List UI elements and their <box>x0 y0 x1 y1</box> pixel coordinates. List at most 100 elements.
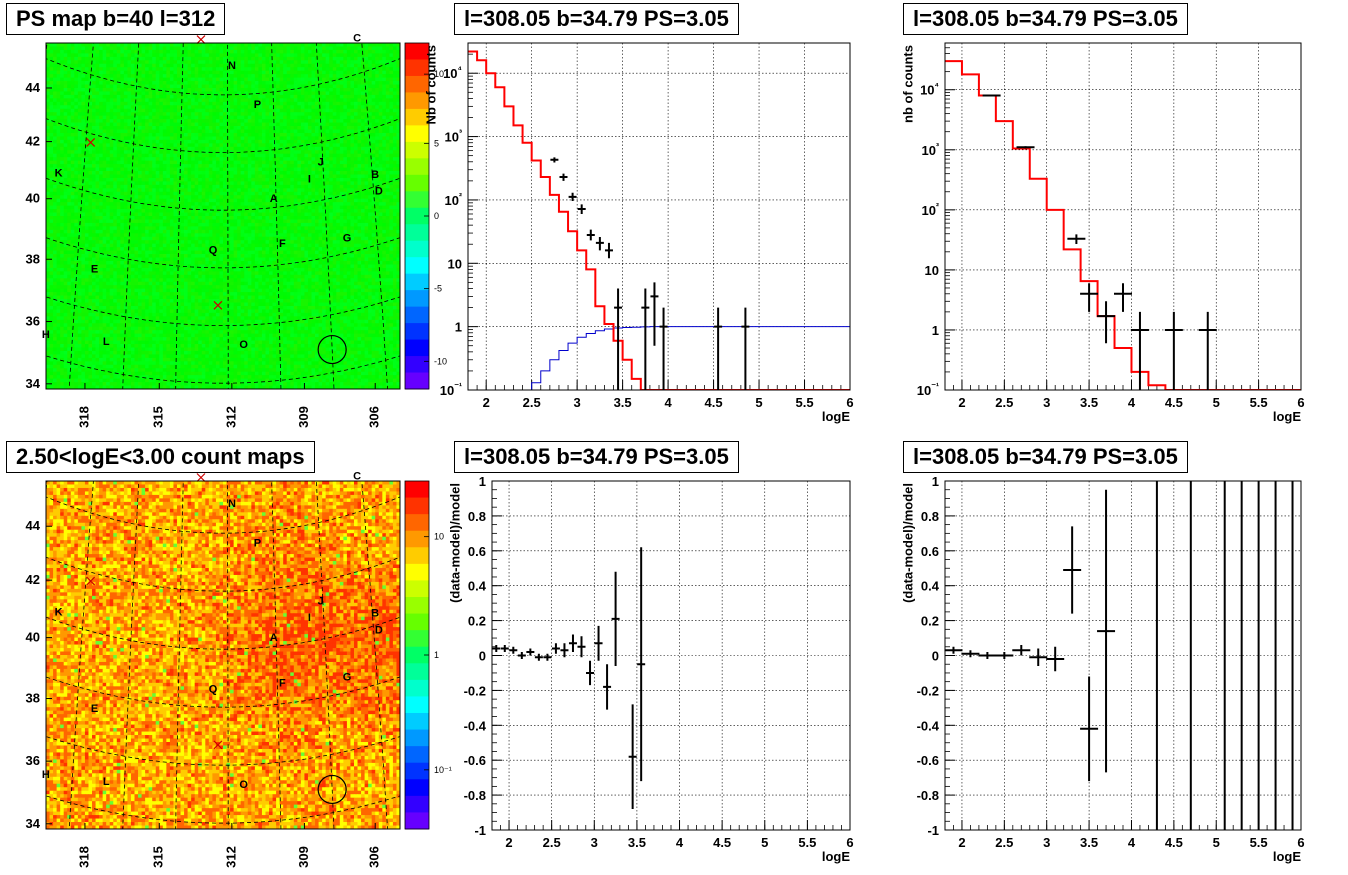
source-label-B: B <box>371 608 379 620</box>
data-point <box>614 288 623 390</box>
data-point <box>1198 311 1217 390</box>
data-point <box>568 192 577 202</box>
colorbar-segment <box>405 530 429 548</box>
residual-point <box>517 652 526 659</box>
source-label-Q: Q <box>209 244 218 256</box>
source-label-J: J <box>318 595 324 607</box>
source-label-C: C <box>353 471 361 483</box>
y-tick-label: 10 <box>448 256 462 271</box>
source-label-C: C <box>353 33 361 45</box>
x-tick-label: 2.5 <box>543 835 561 850</box>
colorbar-segment <box>405 191 429 209</box>
x-tick-label: 5 <box>1213 395 1220 410</box>
x-tick-label: 4 <box>676 835 684 850</box>
plot-frame <box>944 42 1302 391</box>
colorbar-tick-label: 10⁻¹ <box>434 765 452 775</box>
residual-point <box>637 547 646 782</box>
plot-frame <box>467 42 851 391</box>
colorbar-segment <box>405 613 429 631</box>
y-tick-label: 0.6 <box>921 544 939 559</box>
source-label-E: E <box>91 703 98 715</box>
colorbar-segment <box>405 224 429 242</box>
x-tick-label: 309 <box>296 846 311 868</box>
map-pixels <box>46 43 400 389</box>
y-tick-label: 38 <box>26 691 40 706</box>
y-tick-label: -0.6 <box>917 753 939 768</box>
y-tick-label: 0.4 <box>468 579 487 594</box>
x-tick-label: 2.5 <box>523 395 541 410</box>
source-cross <box>196 35 206 44</box>
x-tick-label: 5.5 <box>1250 395 1268 410</box>
coordinate-grid <box>46 481 400 829</box>
grid-parallel <box>46 118 400 153</box>
colorbar-segment <box>405 273 429 291</box>
y-axis-label: (data-model)/model <box>901 483 916 603</box>
plot-area <box>468 43 850 390</box>
data-point <box>659 307 668 390</box>
x-axis-label: logE <box>1273 849 1301 864</box>
psf-circle <box>317 334 347 365</box>
y-tick-label: 10⁴ <box>443 64 462 81</box>
colorbar-segment <box>405 762 429 780</box>
data-point <box>1080 283 1099 312</box>
x-tick-label: 4.5 <box>1165 835 1183 850</box>
x-tick-label: 6 <box>846 395 853 410</box>
colorbar-segment <box>405 779 429 797</box>
grid-parallel <box>46 795 400 824</box>
x-tick-label: 318 <box>76 406 91 428</box>
colorbar-segment <box>405 306 429 324</box>
colorbar-segment <box>405 812 429 830</box>
x-tick-label: 312 <box>223 846 238 868</box>
x-tick-label: 5 <box>755 395 762 410</box>
y-tick-label: 34 <box>26 816 41 831</box>
y-tick-label: 0.8 <box>468 509 486 524</box>
residual-point <box>944 646 963 654</box>
x-tick-label: 4 <box>1128 395 1136 410</box>
data-point <box>1130 311 1149 390</box>
residual-point <box>995 652 1014 659</box>
x-tick-label: 5.5 <box>795 395 813 410</box>
y-tick-label: 34 <box>26 376 41 391</box>
y-tick-label: 1 <box>479 474 486 489</box>
residual-point <box>509 646 518 654</box>
source-label-D: D <box>375 624 383 636</box>
y-tick-label: 0.6 <box>468 544 486 559</box>
y-tick-label: -0.2 <box>917 683 939 698</box>
x-tick-label: 2 <box>958 835 965 850</box>
residual-point <box>611 571 620 666</box>
x-tick-label: 3 <box>591 835 598 850</box>
x-axis-label: logE <box>822 849 850 864</box>
source-label-F: F <box>279 677 286 689</box>
x-tick-label: 3.5 <box>628 835 646 850</box>
y-tick-label: 0 <box>932 649 939 664</box>
residual-point <box>628 704 637 810</box>
residual-point <box>500 645 509 653</box>
residual-point <box>560 643 569 658</box>
psf-circle <box>317 774 347 805</box>
source-label-Q: Q <box>209 684 218 696</box>
x-tick-label: 6 <box>1297 395 1304 410</box>
y-tick-label: 36 <box>26 753 40 768</box>
colorbar-segment <box>405 729 429 747</box>
y-tick-label: 42 <box>26 572 40 587</box>
plot-frame <box>491 480 851 831</box>
source-label-I: I <box>308 612 311 624</box>
data-point <box>559 173 568 181</box>
residual-plot-1: 2 2.5 3 3.5 4 4.5 5 5.5 6 -1 -0.8 -0.6 -0.4 -0.2 0 0.2 0… <box>448 474 854 864</box>
x-tick-label: 6 <box>846 835 853 850</box>
x-tick-label: 4.5 <box>1165 395 1183 410</box>
residual-point <box>492 645 501 653</box>
y-tick-label: 10 <box>925 263 939 278</box>
x-tick-label: 312 <box>223 406 238 428</box>
grid-parallel <box>46 177 400 211</box>
x-tick-label: 3.5 <box>1080 395 1098 410</box>
y-tick-label: 0 <box>479 649 486 664</box>
source-label-E: E <box>91 263 98 275</box>
residual-point <box>1046 646 1065 672</box>
source-label-G: G <box>343 232 352 244</box>
residual-point <box>543 653 552 661</box>
y-tick-label: -0.4 <box>464 718 487 733</box>
residual-point <box>978 652 997 659</box>
